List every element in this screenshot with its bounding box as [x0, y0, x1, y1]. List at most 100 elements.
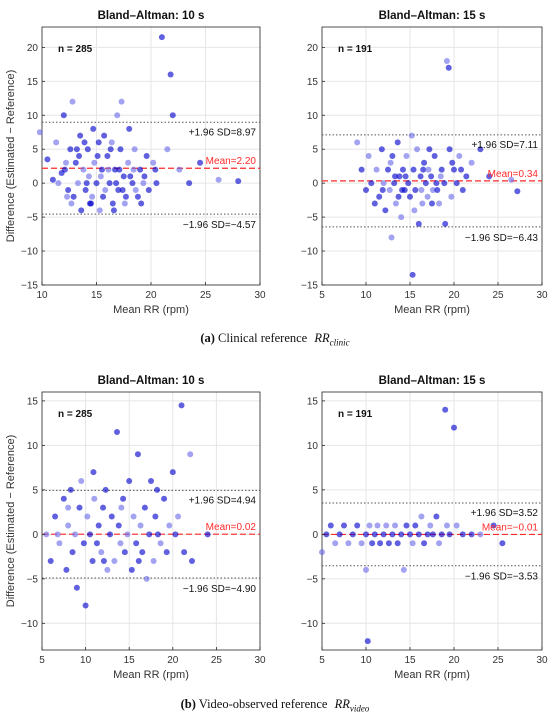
data-point — [68, 200, 75, 207]
mean-label: Mean=0.02 — [206, 522, 257, 533]
data-point — [47, 558, 54, 565]
data-point — [110, 207, 117, 214]
data-point — [150, 558, 157, 565]
data-point — [98, 549, 105, 556]
data-point — [443, 57, 450, 64]
data-point — [100, 504, 107, 511]
data-point — [80, 540, 87, 547]
x-tick-label: 15 — [404, 290, 416, 301]
data-point — [438, 166, 445, 173]
data-point — [67, 146, 74, 153]
data-point — [115, 522, 122, 529]
plot-frame — [321, 391, 543, 651]
data-point — [477, 146, 484, 153]
data-point — [108, 513, 115, 520]
x-tick-label: 10 — [36, 290, 48, 301]
data-point — [188, 558, 195, 565]
data-point — [418, 513, 425, 520]
caption-a: (a) Clinical reference RRclinic — [0, 331, 550, 348]
data-point — [89, 558, 96, 565]
data-point — [389, 153, 396, 159]
data-point — [407, 193, 413, 200]
data-point — [129, 180, 136, 187]
caption-b-letter: (b) — [180, 697, 196, 711]
data-point — [327, 522, 334, 529]
data-point — [140, 180, 147, 187]
data-point — [187, 451, 194, 458]
data-point — [126, 477, 133, 484]
data-point — [437, 173, 444, 180]
data-point — [428, 173, 435, 180]
data-point — [415, 531, 422, 538]
data-point — [133, 540, 140, 547]
x-axis-label: Mean RR (rpm) — [394, 669, 470, 681]
data-point — [93, 540, 100, 547]
data-point — [157, 540, 164, 547]
data-point — [387, 159, 394, 166]
data-point — [109, 200, 116, 207]
data-point — [468, 159, 475, 166]
data-point — [421, 540, 428, 547]
data-point — [336, 531, 343, 538]
data-point — [419, 200, 426, 207]
data-point — [363, 531, 369, 538]
data-point — [152, 513, 159, 520]
lower-loa-label: −1.96 SD=−3.53 — [465, 572, 539, 583]
data-point — [386, 186, 393, 193]
data-point — [374, 522, 381, 529]
data-point — [89, 193, 96, 200]
y-tick-label: 5 — [32, 485, 38, 496]
y-tick-label: 10 — [307, 441, 319, 452]
data-point — [64, 193, 71, 200]
y-tick-label: 20 — [27, 43, 39, 54]
data-point — [150, 159, 157, 166]
y-axis-label: Difference (Estimated − Reference) — [5, 435, 17, 608]
x-tick-label: 10 — [80, 655, 92, 666]
data-point — [409, 271, 416, 278]
data-point — [61, 166, 68, 173]
data-point — [388, 234, 395, 241]
data-point — [97, 173, 104, 180]
y-tick-label: 5 — [32, 145, 38, 156]
data-point — [400, 566, 407, 573]
x-tick-label: 25 — [200, 290, 212, 301]
y-tick-label: 20 — [307, 43, 319, 54]
data-point — [345, 540, 352, 547]
data-point — [125, 159, 132, 166]
y-tick-label: 10 — [27, 441, 39, 452]
y-tick-label: 15 — [307, 396, 319, 407]
data-point — [405, 180, 412, 187]
data-point — [363, 566, 369, 573]
data-point — [113, 429, 120, 436]
data-point — [131, 146, 138, 153]
data-point — [154, 531, 161, 538]
plot-frame — [321, 26, 543, 286]
lower-loa-label: −1.96 SD=−4.57 — [183, 220, 257, 231]
data-point — [56, 540, 63, 547]
data-point — [137, 166, 144, 173]
data-point — [448, 193, 455, 200]
data-point — [453, 180, 460, 187]
x-tick-label: 25 — [492, 655, 504, 666]
y-tick-label: 0 — [312, 530, 318, 541]
data-point — [358, 540, 365, 547]
data-point — [69, 549, 76, 556]
data-point — [391, 180, 398, 187]
caption-b: (b) Video-observed reference RRvideo — [0, 697, 550, 714]
data-point — [451, 166, 457, 173]
x-tick-label: 30 — [536, 290, 548, 301]
data-point — [396, 173, 403, 180]
data-point — [449, 159, 456, 166]
data-point — [135, 558, 142, 565]
data-point — [112, 166, 119, 173]
data-point — [392, 522, 399, 529]
data-point — [107, 531, 114, 538]
data-point — [152, 166, 159, 173]
x-tick-label: 20 — [167, 655, 179, 666]
x-tick-label: 25 — [211, 655, 223, 666]
data-point — [102, 186, 109, 193]
data-point — [126, 125, 133, 132]
data-point — [349, 531, 356, 538]
